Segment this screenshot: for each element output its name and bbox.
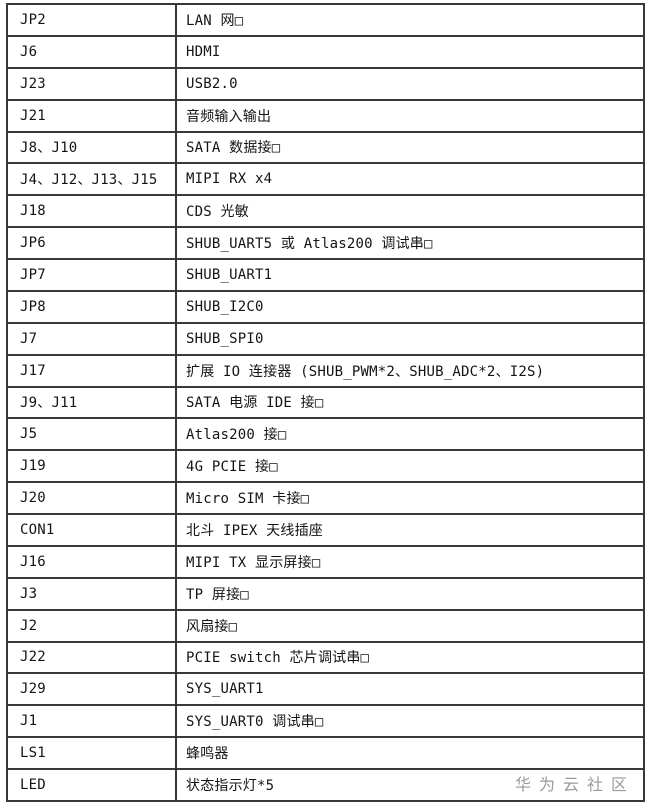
- description-cell: LAN 网□: [186, 12, 244, 29]
- designator-cell: J17: [8, 355, 177, 386]
- designator-cell: J20: [8, 483, 177, 513]
- designator-cell: JP2: [8, 5, 177, 35]
- table-row: J20 Micro SIM 卡接□: [8, 481, 643, 513]
- table-row: LS1 蜂鸣器: [8, 736, 643, 768]
- description-cell: CDS 光敏: [186, 204, 249, 221]
- description-cell: 北斗 IPEX 天线插座: [186, 522, 323, 539]
- table-row: J6 HDMI: [8, 34, 643, 67]
- designator-cell: J8、J10: [8, 132, 177, 163]
- description-cell: SHUB_SPI0: [186, 330, 264, 347]
- table-row: JP8 SHUB_I2C0: [8, 289, 643, 322]
- table-row: J18 CDS 光敏: [8, 194, 643, 227]
- designator-cell: J7: [8, 323, 177, 354]
- designator-cell: J5: [8, 419, 177, 450]
- table-row: LED 状态指示灯*5: [8, 768, 643, 800]
- description-cell: SYS_UART1: [186, 681, 264, 698]
- table-row: J4、J12、J13、J15 MIPI RX x4: [8, 162, 643, 195]
- designator-cell: J3: [8, 578, 177, 609]
- table-row: J17 扩展 IO 连接器 (SHUB_PWM*2、SHUB_ADC*2、I2S): [8, 353, 643, 386]
- table-row: J9、J11 SATA 电源 IDE 接□: [8, 385, 643, 418]
- description-cell: HDMI: [186, 43, 221, 60]
- table-row: J29 SYS_UART1: [8, 672, 643, 705]
- table-row: CON1 北斗 IPEX 天线插座: [8, 513, 643, 545]
- description-cell: USB2.0: [186, 75, 238, 92]
- table-row: J7 SHUB_SPI0: [8, 321, 643, 354]
- designator-cell: J21: [8, 100, 177, 131]
- designator-cell: J2: [8, 610, 177, 641]
- designator-cell: JP6: [8, 228, 177, 258]
- designator-cell: LS1: [8, 738, 177, 768]
- table-row: JP7 SHUB_UART1: [8, 258, 643, 290]
- description-cell: 蜂鸣器: [186, 746, 229, 763]
- designator-cell: J18: [8, 196, 177, 227]
- designator-cell: J4、J12、J13、J15: [8, 164, 177, 195]
- designator-cell: J16: [8, 546, 177, 577]
- table-row: J16 MIPI TX 显示屏接□: [8, 544, 643, 577]
- table-row: J5 Atlas200 接□: [8, 417, 643, 450]
- description-cell: 风扇接□: [186, 618, 238, 635]
- description-cell: Micro SIM 卡接□: [186, 491, 310, 508]
- designator-cell: J29: [8, 674, 177, 705]
- designator-cell: J23: [8, 68, 177, 99]
- table-row: JP2 LAN 网□: [8, 5, 643, 35]
- table-row: J19 4G PCIE 接□: [8, 449, 643, 482]
- description-cell: 状态指示灯*5: [186, 777, 275, 794]
- description-cell: 音频输入输出: [186, 108, 272, 125]
- description-cell: SYS_UART0 调试串□: [186, 714, 324, 731]
- designator-cell: J1: [8, 706, 177, 737]
- designator-cell: JP8: [8, 291, 177, 322]
- description-cell: SATA 数据接□: [186, 140, 281, 157]
- designator-cell: LED: [8, 770, 177, 800]
- table-row: J8、J10 SATA 数据接□: [8, 130, 643, 163]
- description-cell: SHUB_I2C0: [186, 298, 264, 315]
- table-row: J22 PCIE switch 芯片调试串□: [8, 640, 643, 673]
- description-cell: SHUB_UART1: [186, 266, 273, 283]
- description-cell: PCIE switch 芯片调试串□: [186, 650, 370, 667]
- description-cell: TP 屏接□: [186, 586, 249, 603]
- connector-table: JP2 LAN 网□ J6 HDMI J23 USB2.0 J21 音频输入输出 J8、J10 S…: [6, 3, 645, 802]
- table-row: J1 SYS_UART0 调试串□: [8, 704, 643, 737]
- table-row: J3 TP 屏接□: [8, 576, 643, 609]
- designator-cell: J9、J11: [8, 387, 177, 418]
- description-cell: 4G PCIE 接□: [186, 459, 278, 476]
- table-row: JP6 SHUB_UART5 或 Atlas200 调试串□: [8, 226, 643, 258]
- designator-cell: J19: [8, 451, 177, 482]
- description-cell: SATA 电源 IDE 接□: [186, 395, 324, 412]
- designator-cell: J22: [8, 642, 177, 673]
- description-cell: 扩展 IO 连接器 (SHUB_PWM*2、SHUB_ADC*2、I2S): [186, 363, 545, 380]
- table-row: J2 风扇接□: [8, 608, 643, 641]
- description-cell: SHUB_UART5 或 Atlas200 调试串□: [186, 236, 433, 253]
- designator-cell: J6: [8, 36, 177, 67]
- table-row: J21 音频输入输出: [8, 98, 643, 131]
- table-row: J23 USB2.0: [8, 66, 643, 99]
- description-cell: MIPI RX x4: [186, 171, 273, 188]
- description-cell: MIPI TX 显示屏接□: [186, 554, 321, 571]
- description-cell: Atlas200 接□: [186, 427, 287, 444]
- designator-cell: CON1: [8, 515, 177, 545]
- designator-cell: JP7: [8, 260, 177, 290]
